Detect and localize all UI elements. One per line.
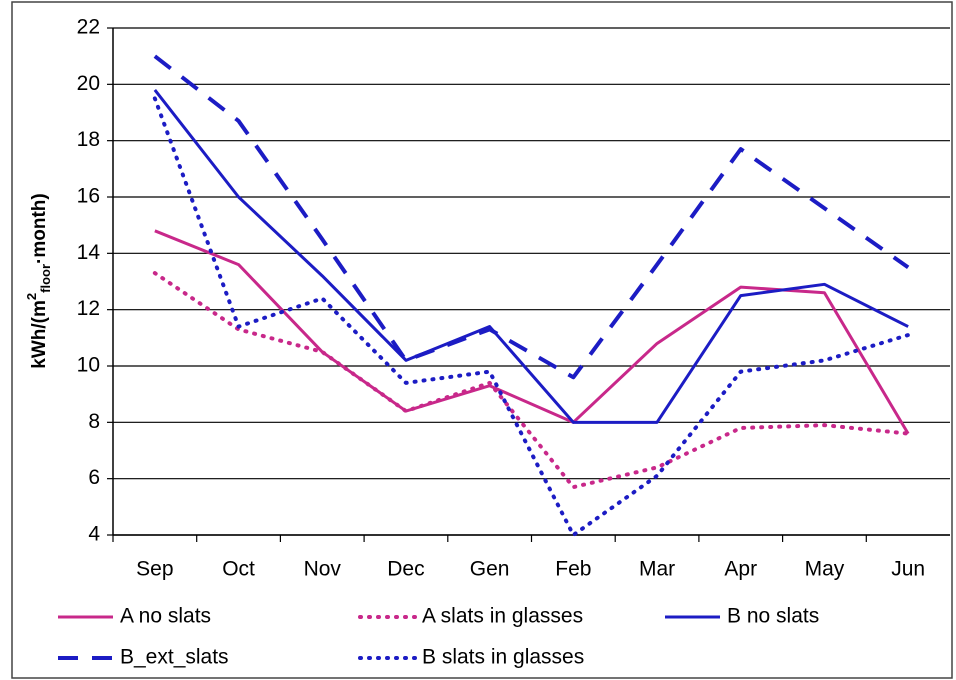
series-line: [152, 271, 911, 490]
y-tick-label: 18: [77, 128, 100, 151]
y-tick-label: 12: [77, 297, 100, 320]
y-axis-label: kWh/(m2floor·month): [24, 193, 53, 368]
legend-label: B slats in glasses: [422, 646, 584, 669]
y-label-part: ·month): [29, 193, 50, 264]
series-line: [152, 96, 911, 537]
x-tick-label: Nov: [304, 558, 342, 581]
x-tick-label: Jun: [891, 558, 925, 581]
y-tick-label: 20: [77, 72, 100, 95]
x-tick-label: Sep: [136, 558, 173, 581]
y-label-sup: 2: [24, 293, 39, 300]
x-tick-label: Gen: [470, 558, 510, 581]
y-tick-label: 14: [77, 241, 101, 264]
y-tick-label: 8: [88, 410, 100, 433]
x-tick-label: Dec: [387, 558, 424, 581]
x-tick-label: Feb: [555, 558, 591, 581]
y-tick-label: 4: [88, 523, 100, 546]
x-tick-label: Oct: [222, 558, 255, 581]
y-tick-label: 10: [77, 354, 100, 377]
legend-label: A no slats: [120, 605, 211, 628]
x-tick-label: Apr: [724, 558, 757, 581]
y-label-sub: floor: [38, 264, 53, 293]
frame: [11, 1, 953, 679]
series-line: [153, 54, 910, 380]
y-tick-label: 22: [77, 16, 100, 39]
legend-label: B no slats: [727, 605, 819, 628]
legend-label: A slats in glasses: [422, 605, 583, 628]
legend-label: B_ext_slats: [120, 646, 229, 669]
series-line: [154, 229, 910, 435]
x-tick-label: Mar: [639, 558, 675, 581]
y-label-part: kWh/(m: [29, 300, 50, 369]
series-line: [153, 89, 909, 424]
y-tick-label: 6: [88, 466, 100, 489]
y-tick-label: 16: [77, 185, 100, 208]
x-tick-label: May: [805, 558, 845, 581]
